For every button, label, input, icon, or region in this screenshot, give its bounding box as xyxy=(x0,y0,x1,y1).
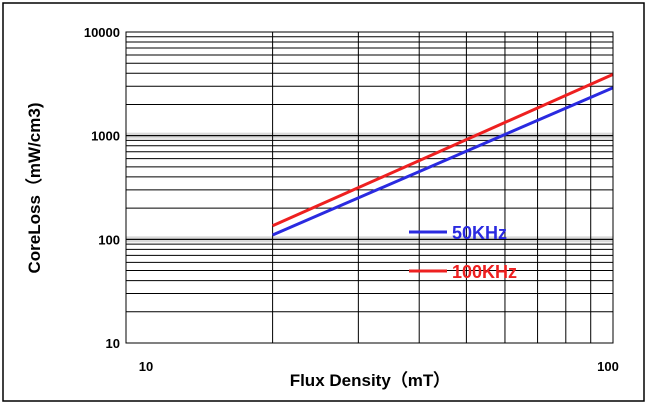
y-axis-label: CoreLoss（mW/cm3) xyxy=(24,103,44,274)
tick-labels: 10 100 1000 10000 10 100 xyxy=(84,25,619,374)
y-tick-label: 10000 xyxy=(84,25,120,40)
x-tick-label: 100 xyxy=(597,359,619,374)
legend: 50KHz 100KHz xyxy=(409,223,517,282)
legend-label-2: 100KHz xyxy=(452,262,517,282)
plot-border xyxy=(125,31,614,344)
x-tick-label: 10 xyxy=(139,359,153,374)
legend-label-1: 50KHz xyxy=(452,223,507,243)
series-lines xyxy=(271,73,614,237)
y-tick-label: 1000 xyxy=(91,129,120,144)
y-tick-label: 10 xyxy=(106,336,120,351)
y-tick-label: 100 xyxy=(98,232,120,247)
x-axis-label: Flux Density（mT） xyxy=(290,370,451,390)
series-line-1 xyxy=(272,86,614,237)
series-line-2 xyxy=(271,73,614,228)
